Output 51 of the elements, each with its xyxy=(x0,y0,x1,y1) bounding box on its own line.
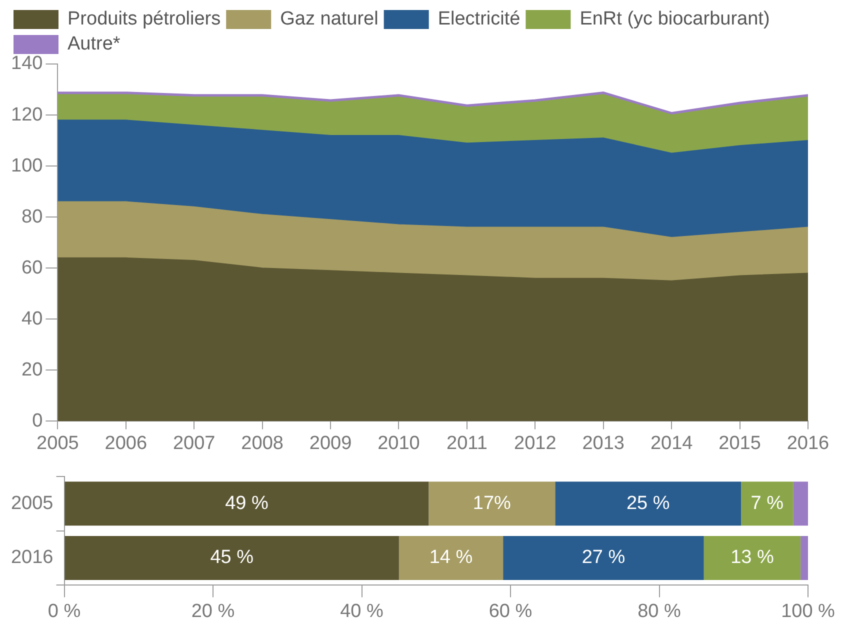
x-tick-label: 40 % xyxy=(340,600,384,622)
x-tick-label: 2015 xyxy=(718,432,761,454)
x-tick-label: 60 % xyxy=(488,600,532,622)
x-tick-label: 2016 xyxy=(786,432,830,454)
legend-label: Electricité xyxy=(438,8,520,30)
bar xyxy=(741,482,794,526)
x-tick-label: 2012 xyxy=(514,432,556,454)
y-tick-label: 2005 xyxy=(10,492,54,514)
legend-label: EnRt (yc biocarburant) xyxy=(580,8,770,30)
y-tick-label: 40 xyxy=(22,308,43,330)
y-tick-label: 60 xyxy=(22,257,43,278)
y-tick-label: 2016 xyxy=(10,547,54,568)
x-tick-label: 20 % xyxy=(191,600,235,622)
legend-label: Gaz naturel xyxy=(280,8,378,30)
legend-label: Produits pétroliers xyxy=(68,8,221,30)
x-tick-label: 2009 xyxy=(309,432,352,454)
x-tick-label: 100 % xyxy=(781,600,836,622)
x-tick-label: 2011 xyxy=(446,432,488,454)
x-tick-label: 2008 xyxy=(241,432,284,454)
data-label: 49 % xyxy=(225,492,268,514)
data-label: 45 % xyxy=(210,547,254,568)
data-label: 17% xyxy=(472,492,512,514)
data-label: 27 % xyxy=(582,547,626,568)
y-tick-label: 120 xyxy=(11,104,43,126)
data-label: 7 % xyxy=(750,492,784,514)
x-tick-label: 2007 xyxy=(172,432,216,454)
y-tick-label: 20 xyxy=(22,359,43,380)
x-tick-label: 0 % xyxy=(48,600,81,622)
x-tick-label: 2006 xyxy=(104,432,148,454)
bar xyxy=(503,536,704,580)
x-tick-label: 2013 xyxy=(582,432,625,454)
x-tick-label: 2005 xyxy=(36,432,79,454)
bar xyxy=(64,536,399,580)
x-tick-label: 2010 xyxy=(378,432,420,454)
legend-label: Autre* xyxy=(68,34,121,55)
bar xyxy=(555,482,742,526)
bar xyxy=(704,536,801,580)
bar xyxy=(800,536,808,580)
data-label: 14 % xyxy=(429,547,473,568)
data-label: 13 % xyxy=(730,547,774,568)
bar xyxy=(793,482,808,526)
data-label: 25 % xyxy=(626,492,670,514)
bar xyxy=(64,482,429,526)
x-tick-label: 80 % xyxy=(638,600,682,622)
y-tick-label: 140 xyxy=(11,53,43,74)
y-tick-label: 0 xyxy=(32,410,43,432)
y-tick-label: 80 xyxy=(22,206,43,228)
bar xyxy=(428,482,556,526)
x-tick-label: 2014 xyxy=(650,432,694,454)
bar xyxy=(398,536,504,580)
y-tick-label: 100 xyxy=(11,155,43,176)
